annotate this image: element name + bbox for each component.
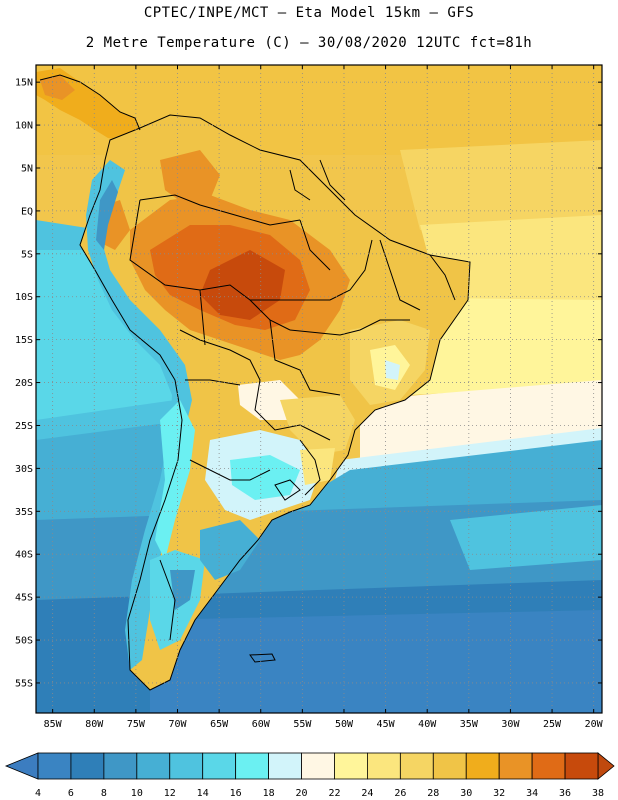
longitude-label: 85W bbox=[44, 719, 63, 730]
latitude-label: 10N bbox=[15, 121, 33, 132]
colorbar-label: 26 bbox=[394, 788, 406, 799]
latitude-label: 35S bbox=[15, 507, 33, 518]
colorbar-cell bbox=[37, 752, 72, 780]
colorbar-cell bbox=[202, 752, 237, 780]
colorbar-cell bbox=[103, 752, 138, 780]
colorbar-label: 34 bbox=[526, 788, 538, 799]
longitude-label: 30W bbox=[501, 719, 520, 730]
graticule bbox=[36, 65, 602, 713]
colorbar-label: 12 bbox=[164, 788, 176, 799]
colorbar-label: 36 bbox=[559, 788, 571, 799]
latitude-labels: 15N 10N 5N EQ 5S 10S 15S 20S 25S 30S 35S 40S 45S 50S 5… bbox=[15, 78, 33, 690]
colorbar-label: 18 bbox=[263, 788, 275, 799]
latitude-label: 10S bbox=[15, 292, 33, 303]
longitude-label: 25W bbox=[543, 719, 562, 730]
longitude-label: 55W bbox=[293, 719, 312, 730]
map-subtitle: 2 Metre Temperature (C) – 30/08/2020 12U… bbox=[85, 35, 533, 51]
colorbar-cell bbox=[564, 752, 599, 780]
colorbar-cell bbox=[169, 752, 204, 780]
latitude-label: EQ bbox=[21, 206, 33, 217]
longitude-label: 60W bbox=[252, 719, 271, 730]
longitude-label: 65W bbox=[210, 719, 229, 730]
colorbar-cell bbox=[301, 752, 335, 780]
colorbar-cell bbox=[136, 752, 171, 780]
colorbar: 4 6 8 10 12 14 16 18 20 22 24 26 28 30 32 34 36 38 bbox=[4, 752, 615, 799]
map-frame bbox=[35, 64, 603, 714]
latitude-label: 45S bbox=[15, 593, 33, 604]
colorbar-cell bbox=[367, 752, 401, 780]
latitude-label: 15N bbox=[15, 78, 33, 89]
latitude-label: 40S bbox=[15, 550, 33, 561]
colorbar-label: 14 bbox=[197, 788, 209, 799]
latitude-label: 50S bbox=[15, 636, 33, 647]
colorbar-label: 24 bbox=[361, 788, 373, 799]
colorbar-label: 4 bbox=[35, 788, 41, 799]
latitude-label: 15S bbox=[15, 335, 33, 346]
colorbar-label: 10 bbox=[131, 788, 143, 799]
colorbar-label: 6 bbox=[68, 788, 74, 799]
longitude-label: 50W bbox=[335, 719, 354, 730]
colorbar-cell bbox=[399, 752, 434, 780]
colorbar-label: 8 bbox=[101, 788, 107, 799]
longitude-label: 20W bbox=[585, 719, 604, 730]
colorbar-label: 28 bbox=[427, 788, 439, 799]
colorbar-cell bbox=[334, 752, 368, 780]
latitude-label: 55S bbox=[15, 678, 33, 689]
longitude-label: 40W bbox=[418, 719, 437, 730]
latitude-label: 5S bbox=[21, 249, 33, 260]
colorbar-label: 32 bbox=[493, 788, 505, 799]
colorbar-cell bbox=[432, 752, 467, 780]
colorbar-label: 38 bbox=[592, 788, 604, 799]
colorbar-cell bbox=[235, 752, 269, 780]
longitude-label: 35W bbox=[460, 719, 479, 730]
colorbar-label: 16 bbox=[230, 788, 242, 799]
colorbar-high-arrow bbox=[597, 752, 615, 780]
longitude-label: 45W bbox=[377, 719, 396, 730]
colorbar-low-arrow bbox=[4, 752, 39, 780]
longitude-labels: 85W 80W 75W 70W 65W 60W 55W 50W 45W 40W 35W 30W 25W 2… bbox=[44, 719, 604, 730]
colorbar-cell bbox=[268, 752, 302, 780]
latitude-label: 30S bbox=[15, 464, 33, 475]
colorbar-label: 20 bbox=[296, 788, 308, 799]
latitude-label: 25S bbox=[15, 421, 33, 432]
latitude-label: 20S bbox=[15, 378, 33, 389]
colorbar-cell bbox=[465, 752, 500, 780]
map-title: CPTEC/INPE/MCT – Eta Model 15km – GFS bbox=[143, 5, 475, 21]
longitude-label: 80W bbox=[85, 719, 104, 730]
colorbar-cell bbox=[498, 752, 533, 780]
country-borders bbox=[39, 74, 471, 691]
colorbar-label: 22 bbox=[328, 788, 340, 799]
longitude-label: 75W bbox=[127, 719, 146, 730]
latitude-label: 5N bbox=[21, 163, 33, 174]
colorbar-cell bbox=[531, 752, 566, 780]
longitude-label: 70W bbox=[168, 719, 187, 730]
colorbar-label: 30 bbox=[460, 788, 472, 799]
map-field bbox=[36, 65, 602, 713]
colorbar-cell bbox=[70, 752, 105, 780]
